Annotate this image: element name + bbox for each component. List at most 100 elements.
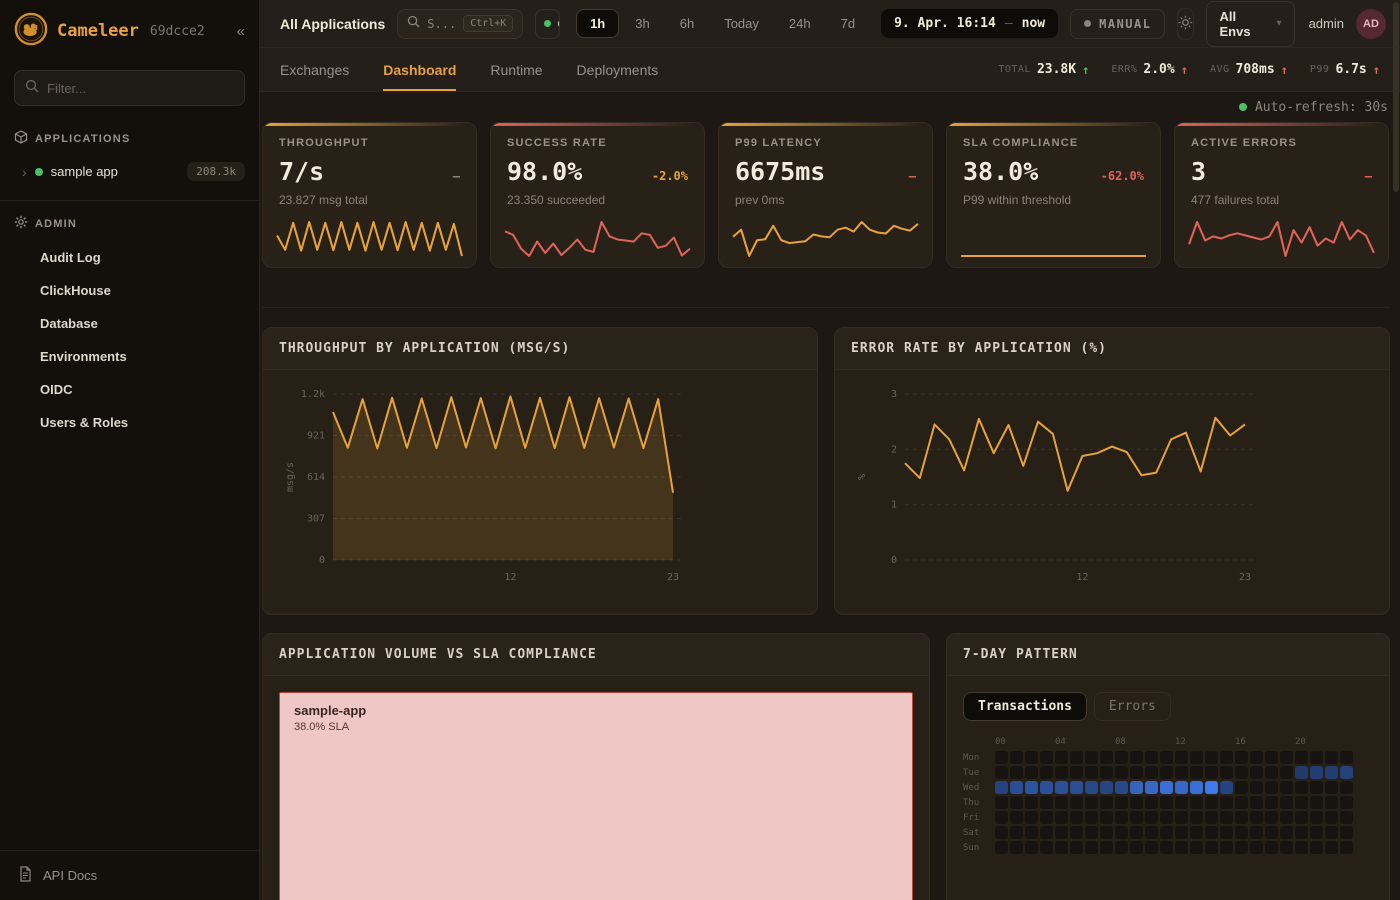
heatmap-cell[interactable]: [1115, 781, 1128, 794]
heatmap-cell[interactable]: [1130, 796, 1143, 809]
heatmap-cell[interactable]: [1190, 796, 1203, 809]
heatmap-cell[interactable]: [1295, 766, 1308, 779]
online-status-pill[interactable]: O: [535, 8, 561, 39]
heatmap-cell[interactable]: [1340, 826, 1353, 839]
heatmap-cell[interactable]: [1115, 796, 1128, 809]
heatmap-cell[interactable]: [1100, 766, 1113, 779]
tab-deployments[interactable]: Deployments: [576, 61, 659, 78]
tab-dashboard[interactable]: Dashboard: [383, 48, 457, 91]
heatmap-cell[interactable]: [995, 811, 1008, 824]
heatmap-cell[interactable]: [1070, 781, 1083, 794]
heatmap-cell[interactable]: [1085, 841, 1098, 854]
heatmap-cell[interactable]: [1115, 811, 1128, 824]
avatar[interactable]: AD: [1356, 8, 1386, 39]
heatmap-cell[interactable]: [1325, 841, 1338, 854]
sidebar-collapse-button[interactable]: «: [236, 22, 245, 40]
heatmap-cell[interactable]: [1280, 781, 1293, 794]
heatmap-cell[interactable]: [1100, 841, 1113, 854]
heatmap-cell[interactable]: [1310, 796, 1323, 809]
heatmap-cell[interactable]: [1265, 766, 1278, 779]
heatmap-cell[interactable]: [1025, 826, 1038, 839]
heatmap-cell[interactable]: [1325, 751, 1338, 764]
heatmap-cell[interactable]: [1280, 766, 1293, 779]
heatmap-cell[interactable]: [1160, 796, 1173, 809]
time-range-display[interactable]: 9. Apr. 16:14 – now: [881, 9, 1059, 38]
heatmap-cell[interactable]: [1145, 811, 1158, 824]
environments-dropdown[interactable]: All Envs ▾: [1206, 0, 1295, 47]
scrollbar[interactable]: [1393, 2, 1399, 896]
heatmap-cell[interactable]: [995, 781, 1008, 794]
manual-refresh-button[interactable]: MANUAL: [1070, 8, 1166, 39]
heatmap-cell[interactable]: [1175, 766, 1188, 779]
heatmap-cell[interactable]: [1115, 766, 1128, 779]
heatmap-cell[interactable]: [1055, 811, 1068, 824]
heatmap-cell[interactable]: [1340, 796, 1353, 809]
heatmap-cell[interactable]: [1295, 826, 1308, 839]
heatmap-cell[interactable]: [1310, 751, 1323, 764]
heatmap-cell[interactable]: [1130, 841, 1143, 854]
heatmap-cell[interactable]: [1085, 796, 1098, 809]
heatmap-cell[interactable]: [1055, 751, 1068, 764]
heatmap-cell[interactable]: [1280, 811, 1293, 824]
heatmap-cell[interactable]: [1190, 766, 1203, 779]
heatmap-cell[interactable]: [1025, 796, 1038, 809]
heatmap-cell[interactable]: [1250, 781, 1263, 794]
heatmap-cell[interactable]: [1295, 751, 1308, 764]
heatmap-cell[interactable]: [1235, 841, 1248, 854]
heatmap-cell[interactable]: [1325, 781, 1338, 794]
heatmap-cell[interactable]: [1145, 766, 1158, 779]
heatmap-cell[interactable]: [1280, 751, 1293, 764]
sidebar-item-clickhouse[interactable]: ClickHouse: [40, 283, 111, 298]
sidebar-item-sample-app[interactable]: › sample app 208.3k: [0, 155, 259, 188]
heatmap-cell[interactable]: [1070, 841, 1083, 854]
heatmap-cell[interactable]: [1175, 811, 1188, 824]
heatmap-cell[interactable]: [1130, 781, 1143, 794]
sidebar-item-users-roles[interactable]: Users & Roles: [40, 415, 129, 430]
heatmap-cell[interactable]: [1265, 841, 1278, 854]
heatmap-cell[interactable]: [1235, 826, 1248, 839]
tab-exchanges[interactable]: Exchanges: [280, 61, 350, 78]
heatmap-cell[interactable]: [1010, 826, 1023, 839]
range-button-1h[interactable]: 1h: [576, 9, 620, 38]
range-button-3h[interactable]: 3h: [621, 9, 663, 38]
pattern-toggle-transactions[interactable]: Transactions: [963, 692, 1087, 721]
heatmap-cell[interactable]: [1160, 826, 1173, 839]
heatmap-cell[interactable]: [1175, 751, 1188, 764]
heatmap-cell[interactable]: [1085, 781, 1098, 794]
heatmap-cell[interactable]: [1190, 841, 1203, 854]
heatmap-cell[interactable]: [1100, 751, 1113, 764]
heatmap-cell[interactable]: [1250, 826, 1263, 839]
heatmap-cell[interactable]: [1115, 841, 1128, 854]
pattern-toggle-errors[interactable]: Errors: [1093, 692, 1171, 721]
heatmap-cell[interactable]: [1220, 811, 1233, 824]
range-button-today[interactable]: Today: [710, 9, 773, 38]
heatmap-cell[interactable]: [1175, 841, 1188, 854]
sidebar-item-environments[interactable]: Environments: [40, 349, 127, 364]
heatmap-cell[interactable]: [1160, 781, 1173, 794]
heatmap-cell[interactable]: [995, 841, 1008, 854]
heatmap-cell[interactable]: [1040, 766, 1053, 779]
heatmap-cell[interactable]: [995, 766, 1008, 779]
heatmap-cell[interactable]: [1070, 826, 1083, 839]
heatmap-cell[interactable]: [1235, 781, 1248, 794]
heatmap-cell[interactable]: [1295, 841, 1308, 854]
heatmap-cell[interactable]: [1175, 826, 1188, 839]
heatmap-cell[interactable]: [1010, 781, 1023, 794]
heatmap-cell[interactable]: [1085, 811, 1098, 824]
heatmap-cell[interactable]: [1280, 826, 1293, 839]
heatmap-cell[interactable]: [1025, 781, 1038, 794]
heatmap-cell[interactable]: [1085, 751, 1098, 764]
heatmap-cell[interactable]: [1010, 796, 1023, 809]
tab-runtime[interactable]: Runtime: [490, 61, 543, 78]
heatmap-cell[interactable]: [1220, 751, 1233, 764]
heatmap-cell[interactable]: [1085, 826, 1098, 839]
heatmap-cell[interactable]: [995, 826, 1008, 839]
heatmap-cell[interactable]: [1100, 826, 1113, 839]
heatmap-cell[interactable]: [1295, 781, 1308, 794]
heatmap-cell[interactable]: [1265, 796, 1278, 809]
heatmap-cell[interactable]: [1340, 751, 1353, 764]
heatmap-cell[interactable]: [1265, 751, 1278, 764]
heatmap-cell[interactable]: [1220, 766, 1233, 779]
heatmap-cell[interactable]: [1175, 796, 1188, 809]
heatmap-cell[interactable]: [1040, 826, 1053, 839]
